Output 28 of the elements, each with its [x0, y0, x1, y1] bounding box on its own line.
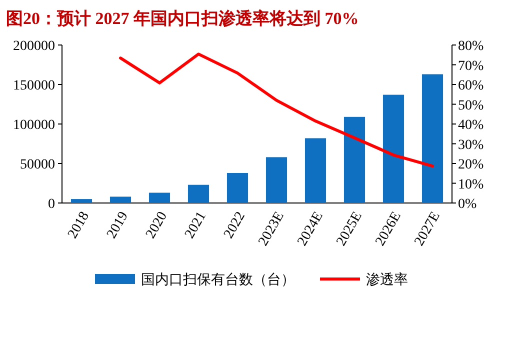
- legend-label: 渗透率: [366, 272, 408, 288]
- y-tick-label: 0: [48, 197, 55, 212]
- y2-tick-label: 50%: [458, 98, 484, 114]
- bar: [304, 138, 326, 203]
- y2-tick-label: 20%: [458, 158, 484, 172]
- bar: [382, 94, 404, 203]
- y2-tick-label: 40%: [458, 118, 484, 133]
- bar: [110, 196, 132, 203]
- y-tick-label: 100000: [13, 118, 55, 133]
- bar: [188, 184, 210, 203]
- y2-tick-label: 30%: [458, 138, 484, 153]
- y2-tick-label: 10%: [458, 177, 484, 192]
- bar: [422, 74, 444, 203]
- y2-tick-label: 0%: [458, 197, 477, 212]
- y-tick-label: 150000: [13, 78, 55, 94]
- bar: [226, 172, 248, 203]
- y-tick-label: 50000: [20, 158, 55, 172]
- y-tick-label: 200000: [13, 39, 55, 54]
- line-series: [119, 52, 434, 168]
- chart-title: 图20：预计 2027 年国内口扫渗透率将达到 70%: [6, 9, 359, 28]
- bar: [148, 192, 170, 203]
- bar: [70, 199, 92, 203]
- legend-label: 国内口扫保有台数（台）: [141, 272, 295, 288]
- bar: [344, 116, 366, 203]
- bar: [266, 157, 288, 203]
- y2-tick-label: 60%: [458, 78, 484, 94]
- y2-tick-label: 70%: [458, 58, 484, 74]
- y2-tick-label: 80%: [458, 39, 484, 54]
